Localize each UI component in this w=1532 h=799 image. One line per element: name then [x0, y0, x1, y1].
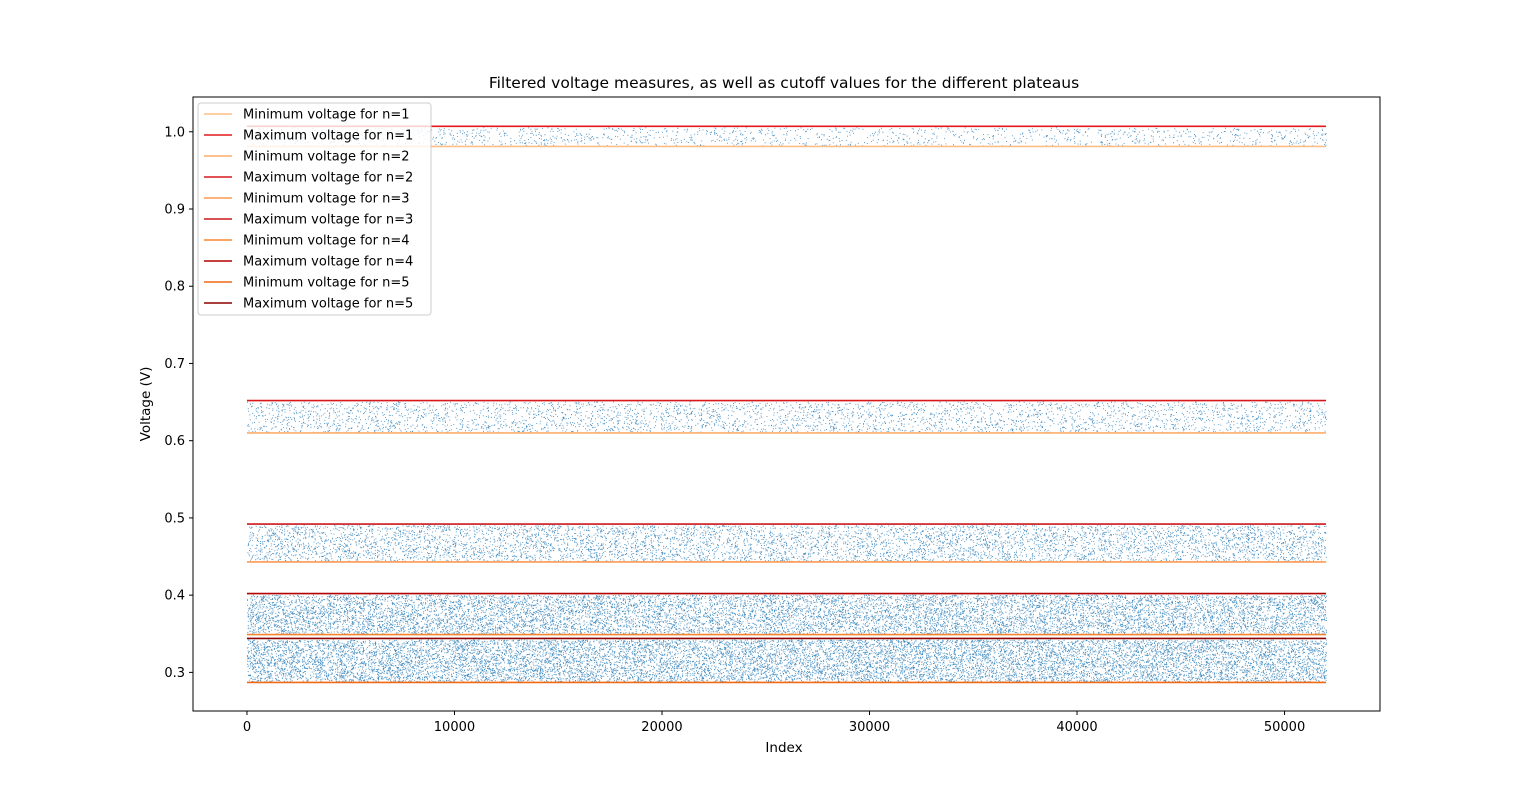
legend-entry-label: Minimum voltage for n=4 — [243, 234, 410, 249]
legend-entry-label: Minimum voltage for n=2 — [243, 150, 410, 165]
x-tick-label: 40000 — [1056, 720, 1097, 735]
y-tick-label: 0.9 — [164, 202, 185, 217]
x-tick-label: 0 — [243, 720, 251, 735]
legend-entry-label: Maximum voltage for n=3 — [243, 213, 413, 228]
y-tick-label: 1.0 — [164, 125, 185, 140]
y-tick-label: 0.3 — [164, 666, 185, 681]
legend-entry-label: Minimum voltage for n=5 — [243, 276, 410, 291]
legend-entry-label: Maximum voltage for n=2 — [243, 171, 413, 186]
y-tick-label: 0.7 — [164, 357, 185, 372]
scatter-points — [247, 127, 1327, 683]
y-axis-label: Voltage (V) — [138, 367, 154, 442]
scatter-band — [247, 594, 1327, 635]
x-axis: 0 10000 20000 30000 40000 50000 — [243, 711, 1305, 735]
scatter-band — [247, 639, 1327, 683]
y-tick-label: 0.5 — [164, 511, 185, 526]
y-tick-label: 0.8 — [164, 280, 185, 295]
plot-frame — [192, 96, 1381, 712]
scatter-band — [247, 127, 1327, 147]
legend-entry-label: Maximum voltage for n=5 — [243, 297, 413, 312]
x-axis-label: Index — [765, 740, 802, 756]
x-tick-label: 20000 — [641, 720, 682, 735]
legend-entry-label: Minimum voltage for n=1 — [243, 108, 410, 123]
legend-box — [197, 102, 432, 316]
chart-title: Filtered voltage measures, as well as cu… — [489, 74, 1079, 92]
x-tick-label: 10000 — [434, 720, 475, 735]
legend: Minimum voltage for n=1 Maximum voltage f… — [197, 102, 432, 316]
legend-entry-label: Maximum voltage for n=1 — [243, 129, 413, 144]
x-tick-label: 30000 — [849, 720, 890, 735]
y-tick-label: 0.4 — [164, 589, 185, 604]
y-tick-label: 0.6 — [164, 434, 185, 449]
x-tick-label: 50000 — [1264, 720, 1305, 735]
legend-entry-label: Minimum voltage for n=3 — [243, 192, 410, 207]
legend-entry-label: Maximum voltage for n=4 — [243, 255, 413, 270]
y-axis: 0.3 0.4 0.5 0.6 0.7 0.8 0.9 1.0 — [164, 125, 193, 681]
